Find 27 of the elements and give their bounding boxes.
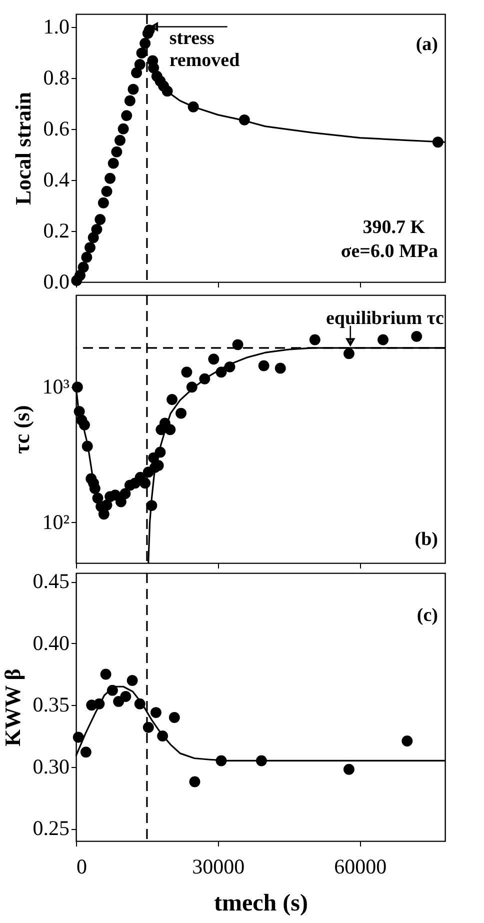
y-axis-title: Local strain (10, 92, 36, 206)
y-tick-label: 0.35 (32, 692, 70, 717)
x-axis-title: tmech (s) (214, 890, 308, 916)
annotation: equilibrium τc (326, 308, 444, 329)
y-tick-label: 0.25 (32, 816, 70, 840)
y-tick-label: 0.0 (43, 270, 70, 294)
y-tick-label: 0.30 (32, 754, 70, 778)
y-tick-label: 0.45 (32, 569, 70, 594)
annotation: (a) (416, 34, 438, 55)
x-tick-label: 60000 (334, 854, 387, 878)
y-tick-label: 0.2 (43, 218, 70, 242)
y-tick-label: 0.8 (43, 65, 70, 90)
x-tick-label: 0 (76, 854, 87, 878)
y-tick-label: 1.0 (43, 14, 70, 38)
y-axis-title: τc (s) (9, 405, 34, 454)
annotation: (b) (414, 529, 438, 550)
y-tick-label: 0.6 (43, 116, 70, 140)
y-tick-label: 0.4 (43, 167, 70, 192)
annotation: (c) (416, 605, 438, 626)
annotation: σe=6.0 MPa (340, 241, 438, 262)
y-tick-label: 0.40 (32, 630, 70, 655)
y-axis-title: KWW β (0, 668, 25, 746)
x-tick-label: 30000 (192, 854, 245, 878)
y-tick-label: 10³ (42, 374, 70, 399)
y-tick-label: 10² (42, 510, 70, 534)
annotation: 390.7 K (362, 217, 426, 238)
annotation: stress removed (169, 28, 240, 71)
